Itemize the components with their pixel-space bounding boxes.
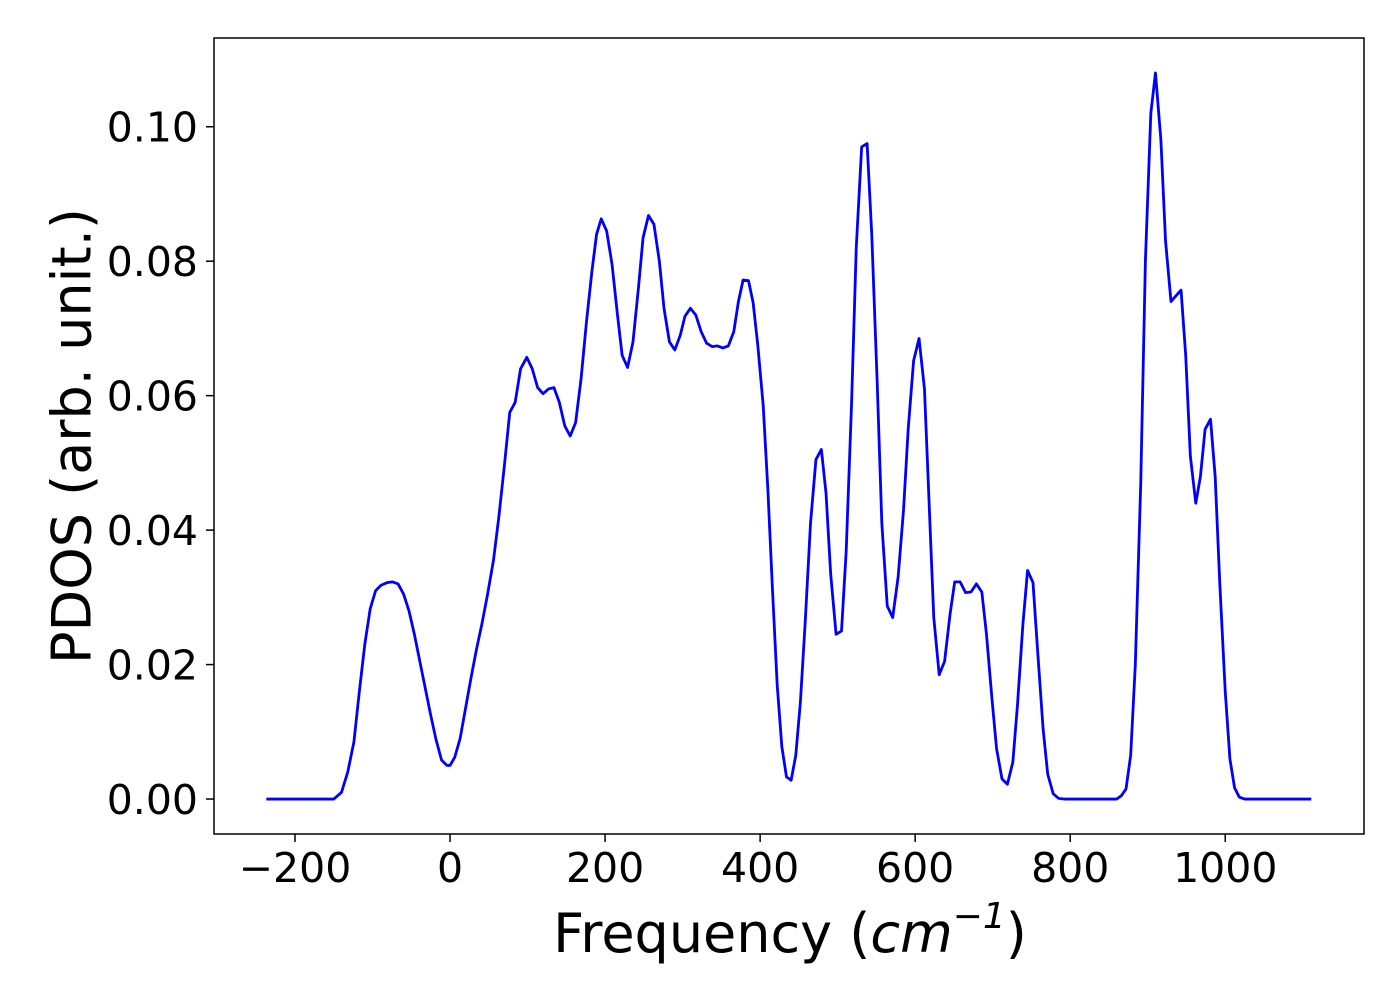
x-tick-label: 800 (1031, 844, 1109, 892)
y-tick-label: 0.04 (107, 507, 198, 555)
y-tick-label: 0.10 (107, 104, 198, 152)
plot-frame (213, 37, 1365, 835)
y-tick-label: 0.02 (107, 642, 198, 690)
x-label-math: cm (870, 902, 952, 965)
y-tick-label: 0.00 (107, 776, 198, 824)
y-axis-label: PDOS (arb. unit.) (41, 208, 104, 664)
data-line (266, 71, 1312, 801)
x-label-sup: −1 (953, 896, 1006, 937)
x-axis-label: Frequency (cm−1) (553, 896, 1027, 965)
y-tick-label: 0.08 (107, 238, 198, 286)
x-tick-label: 600 (876, 844, 954, 892)
x-tick-label: 200 (566, 844, 644, 892)
x-label-text: Frequency ( (553, 902, 870, 965)
y-tick-label: 0.06 (107, 373, 198, 421)
x-label-end: ) (1006, 902, 1027, 965)
x-tick-label: 0 (437, 844, 463, 892)
x-tick-label: 400 (721, 844, 799, 892)
x-tick-label: −200 (239, 844, 352, 892)
x-tick-label: 1000 (1173, 844, 1277, 892)
